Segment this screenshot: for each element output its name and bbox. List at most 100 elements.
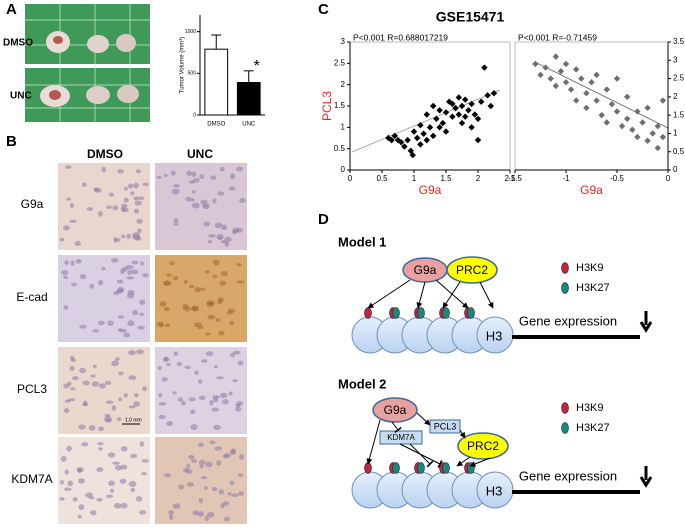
point xyxy=(455,111,462,118)
down-arrow xyxy=(639,311,653,333)
point xyxy=(423,111,430,118)
cell-nucleus xyxy=(97,442,104,446)
cell-nucleus xyxy=(119,328,127,333)
point xyxy=(593,71,600,79)
cell-nucleus xyxy=(212,259,220,266)
cell-nucleus xyxy=(118,371,124,376)
cell-nucleus xyxy=(89,510,97,516)
cell-nucleus xyxy=(205,351,214,357)
point xyxy=(423,136,430,144)
histone-mark xyxy=(417,462,425,474)
cell-nucleus xyxy=(156,175,162,179)
cell-nucleus xyxy=(191,459,198,463)
cell-nucleus xyxy=(69,387,76,391)
cell-nucleus xyxy=(107,452,116,458)
cell-nucleus xyxy=(207,511,215,518)
point xyxy=(654,144,661,152)
point xyxy=(573,66,580,73)
point xyxy=(659,97,667,104)
cell-nucleus xyxy=(86,207,94,211)
cell-nucleus xyxy=(209,399,214,406)
cell-nucleus xyxy=(132,232,141,238)
chart-title: GSE15471 xyxy=(436,9,505,25)
cell-nucleus xyxy=(161,377,168,382)
cell-nucleus xyxy=(120,464,128,470)
node-label: PRC2 xyxy=(467,439,499,453)
cell-nucleus xyxy=(101,166,107,173)
cell-nucleus xyxy=(96,467,104,473)
cell-nucleus xyxy=(114,465,123,471)
histone-mark xyxy=(561,262,569,274)
point xyxy=(487,102,494,110)
cell-nucleus xyxy=(207,314,216,320)
cell-nucleus xyxy=(65,165,72,169)
cell-nucleus xyxy=(168,510,174,516)
cell-nucleus xyxy=(186,170,192,177)
cell-nucleus xyxy=(190,198,195,202)
y-tick-label: 1.5 xyxy=(673,110,685,119)
point xyxy=(552,53,559,60)
cell-nucleus xyxy=(104,380,112,386)
node-label: KDM7A xyxy=(387,433,415,442)
point xyxy=(410,128,418,135)
histone-mark xyxy=(392,462,400,474)
cell-nucleus xyxy=(141,459,149,463)
cell-nucleus xyxy=(101,267,106,271)
enzyme xyxy=(446,256,498,284)
cell-nucleus xyxy=(231,493,239,498)
trend-line xyxy=(351,89,501,153)
cell-nucleus xyxy=(212,198,217,204)
point xyxy=(398,139,405,146)
cell-nucleus xyxy=(203,221,210,227)
cell-nucleus xyxy=(220,392,228,399)
cell-nucleus xyxy=(76,467,84,473)
cell-nucleus xyxy=(123,392,128,398)
x-tick-label: 0 xyxy=(666,174,671,183)
node-box xyxy=(429,419,461,434)
annotation: P<0.001 R=-0.71459 xyxy=(518,32,597,42)
cell-nucleus xyxy=(214,446,223,451)
model-title: Model 2 xyxy=(338,376,386,391)
row-label: PCL3 xyxy=(17,382,47,396)
cell-nucleus xyxy=(125,265,134,270)
cell-nucleus xyxy=(59,237,65,242)
y-tick-label: 1000 xyxy=(185,29,196,35)
cell-nucleus xyxy=(230,352,236,358)
cell-nucleus xyxy=(120,203,128,208)
node-label: G9a xyxy=(414,263,437,277)
cell-nucleus xyxy=(133,196,139,201)
y-axis-label: PCL3 xyxy=(320,91,334,121)
enzyme xyxy=(372,397,418,423)
point xyxy=(388,136,395,144)
cell-nucleus xyxy=(81,442,89,447)
cell-nucleus xyxy=(98,426,104,432)
point xyxy=(644,137,651,144)
cell-nucleus xyxy=(166,420,174,427)
point xyxy=(433,115,440,122)
output-label: Gene expression xyxy=(519,313,617,328)
cell-nucleus xyxy=(113,503,122,509)
x-tick-label: 0 xyxy=(348,174,353,183)
cell-nucleus xyxy=(199,464,204,469)
cell-nucleus xyxy=(69,219,77,223)
cell-nucleus xyxy=(217,191,225,196)
point xyxy=(420,130,427,137)
cell-nucleus xyxy=(126,233,131,240)
point xyxy=(417,122,424,129)
cell-nucleus xyxy=(118,397,123,402)
cell-nucleus xyxy=(158,392,163,398)
cell-nucleus xyxy=(214,222,223,228)
cell-nucleus xyxy=(224,236,232,242)
point xyxy=(532,60,539,68)
h3-label: H3 xyxy=(486,328,503,343)
cell-nucleus xyxy=(186,482,195,487)
cell-nucleus xyxy=(191,202,200,209)
y-tick-label: 3 xyxy=(673,55,678,64)
panel-label: C xyxy=(318,1,329,18)
cell-nucleus xyxy=(92,329,100,333)
cell-nucleus xyxy=(238,454,245,460)
cell-nucleus xyxy=(77,514,82,519)
cell-nucleus xyxy=(191,171,197,178)
model-title: Model 1 xyxy=(338,234,386,249)
cell-nucleus xyxy=(115,357,120,361)
